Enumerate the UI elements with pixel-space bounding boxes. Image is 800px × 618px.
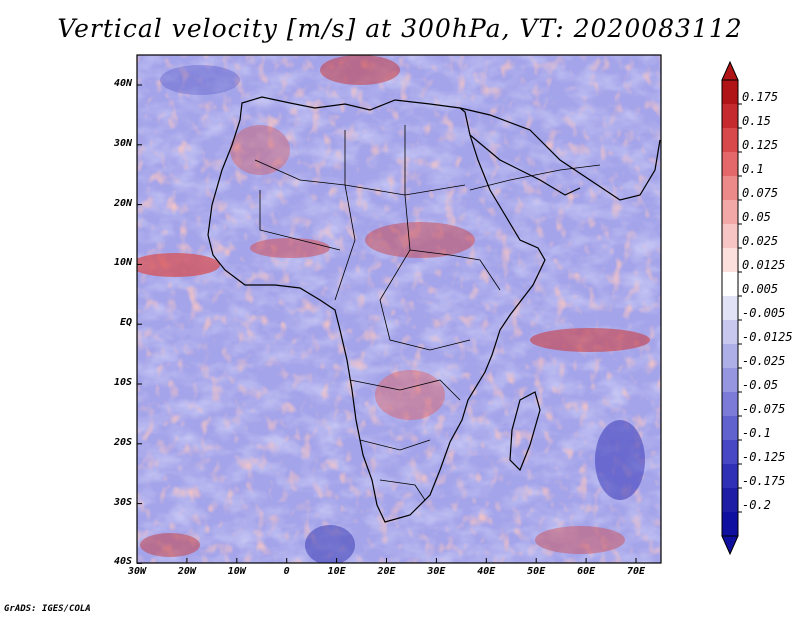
lon-tick-label: 30E [427,566,446,577]
country-borders [254,125,601,501]
colorbar-swatch [722,248,738,273]
colorbar-label: 0.05 [742,210,771,224]
lat-tick-label: 40N [113,78,132,89]
colorbar-label: -0.05 [742,378,779,392]
lat-tick-label: EQ [119,317,132,329]
colorbar-label: -0.005 [742,306,786,320]
colorbar-label: -0.125 [742,450,786,464]
lat-tick-label: 10N [113,257,132,269]
lon-tick-label: 60E [577,566,596,577]
colorbar-swatch [722,272,738,297]
colorbar-swatch [722,80,738,105]
lat-tick-label: 30N [113,137,132,149]
shaded-field [137,55,661,563]
lat-tick-label: 30S [113,496,132,508]
lat-tick-label: 20S [113,436,132,448]
map-title: Vertical velocity [m/s] at 300hPa, VT: 2… [57,14,743,43]
footer-credit: GrADS: IGES/COLA [4,604,91,614]
colorbar-label: 0.0125 [742,258,786,272]
colorbar-swatch [722,224,738,249]
colorbar-swatch [722,488,738,513]
lon-tick-label: 30W [127,566,147,577]
lat-tick-label: 10S [113,377,132,388]
colorbar-swatch [722,104,738,129]
lon-tick-label: 20E [377,566,396,577]
colorbar-swatch [722,344,738,369]
colorbar-swatch [722,440,738,465]
coastline [207,96,661,523]
lat-tick-label: 40S [113,556,132,568]
colorbar-swatch [722,200,738,225]
lat-tick-label: 20N [113,197,132,209]
colorbar-label: 0.125 [742,138,779,152]
colorbar-label: -0.175 [742,474,786,488]
axis-ticks [136,84,637,564]
lon-tick-label: 0 [283,566,290,577]
colorbar-label: -0.2 [742,498,771,512]
colorbar-swatch [722,320,738,345]
colorbar-swatch [722,464,738,489]
colorbar-bottom-arrow [721,535,739,556]
colorbar-label: -0.075 [742,402,786,416]
colorbar-label: 0.15 [742,114,771,128]
colorbar-label: -0.025 [742,354,786,368]
colorbar-swatch [722,128,738,153]
lon-tick-label: 10E [327,566,346,577]
colorbar-label: 0.075 [742,186,779,200]
colorbar-label: 0.005 [742,282,779,296]
colorbar-top-arrow [721,60,739,81]
colorbar-label: 0.1 [742,162,764,176]
lon-tick-label: 50E [527,566,546,577]
map-frame [136,54,662,564]
lon-tick-label: 20W [177,566,196,577]
colorbar-swatch [722,368,738,393]
colorbar-label: 0.175 [742,90,779,104]
colorbar-swatch [722,392,738,417]
colorbar-label: -0.0125 [742,330,793,344]
colorbar-label: -0.1 [742,426,771,440]
lon-tick-label: 40E [477,566,496,577]
colorbar-swatch [722,152,738,177]
lon-tick-label: 10W [227,566,246,577]
colorbar-swatch [722,176,738,201]
colorbar-swatch [722,512,738,537]
lon-tick-label: 70E [626,566,646,577]
colorbar-label: 0.025 [742,234,779,248]
colorbar-swatch [722,296,738,321]
colorbar-swatch [722,416,738,441]
